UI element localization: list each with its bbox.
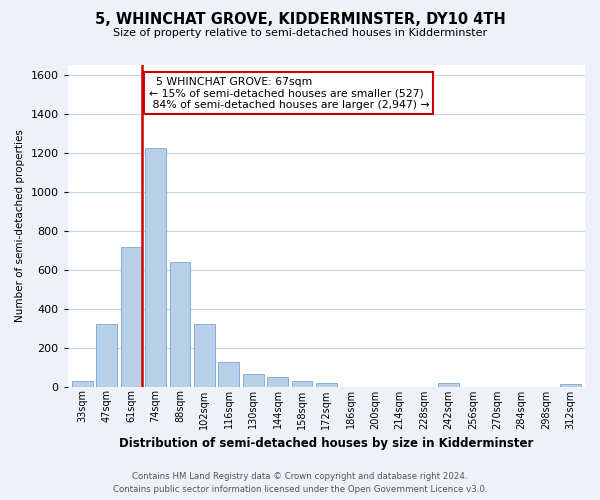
Bar [170, 262, 190, 386]
Bar [316, 383, 337, 386]
Bar [145, 148, 166, 386]
Bar [218, 362, 239, 386]
Bar [243, 374, 263, 386]
Bar [194, 324, 215, 386]
Text: Contains HM Land Registry data © Crown copyright and database right 2024.
Contai: Contains HM Land Registry data © Crown c… [113, 472, 487, 494]
Bar [267, 377, 288, 386]
Bar [560, 384, 581, 386]
Bar [121, 247, 142, 386]
Bar [292, 380, 313, 386]
Bar [97, 324, 117, 386]
Text: 5 WHINCHAT GROVE: 67sqm  
← 15% of semi-detached houses are smaller (527)
 84% o: 5 WHINCHAT GROVE: 67sqm ← 15% of semi-de… [149, 76, 429, 110]
Bar [72, 381, 93, 386]
Text: 5, WHINCHAT GROVE, KIDDERMINSTER, DY10 4TH: 5, WHINCHAT GROVE, KIDDERMINSTER, DY10 4… [95, 12, 505, 28]
Y-axis label: Number of semi-detached properties: Number of semi-detached properties [15, 130, 25, 322]
X-axis label: Distribution of semi-detached houses by size in Kidderminster: Distribution of semi-detached houses by … [119, 437, 533, 450]
Text: Size of property relative to semi-detached houses in Kidderminster: Size of property relative to semi-detach… [113, 28, 487, 38]
Bar [438, 383, 459, 386]
